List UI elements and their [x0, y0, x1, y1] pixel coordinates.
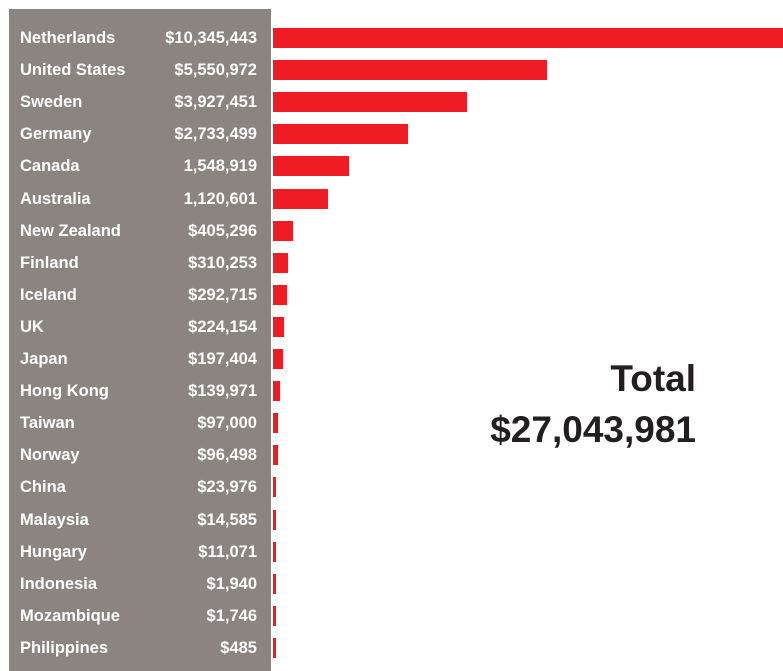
category-label: New Zealand [20, 221, 121, 240]
bar [273, 124, 408, 145]
category-label: UK [20, 317, 44, 336]
category-label: Philippines [20, 638, 109, 657]
value-label: $97,000 [197, 414, 257, 433]
value-label: $10,345,443 [165, 29, 257, 47]
category-label: China [20, 478, 66, 497]
category-label: Hungary [20, 542, 87, 561]
bar [273, 188, 329, 209]
value-label: $96,498 [197, 446, 257, 465]
bar [273, 605, 276, 626]
bar [273, 349, 283, 369]
value-label: $224,154 [188, 317, 257, 336]
value-label: $405,296 [188, 221, 257, 240]
value-label: $1,940 [206, 574, 257, 593]
value-label: $1,746 [206, 606, 257, 625]
value-label: $3,927,451 [174, 93, 257, 112]
bar [273, 477, 276, 498]
category-label: Finland [20, 253, 79, 272]
bar [273, 316, 285, 337]
value-label: $485 [220, 638, 257, 657]
category-label: Netherlands [20, 29, 116, 47]
category-label: Australia [20, 189, 91, 208]
bar [273, 156, 350, 177]
category-label: Mozambique [20, 606, 120, 625]
value-label: $139,971 [188, 382, 257, 401]
bar [273, 413, 278, 434]
bar [273, 573, 276, 594]
total-label: Total [610, 358, 696, 399]
value-label: $5,550,972 [174, 61, 257, 80]
value-label: $2,733,499 [174, 125, 257, 144]
total-value: $27,043,981 [490, 409, 696, 450]
value-label: $11,071 [198, 542, 257, 561]
bar [273, 381, 280, 402]
category-label: Sweden [20, 93, 83, 112]
value-label: $23,976 [197, 478, 257, 497]
category-label: Indonesia [20, 574, 98, 593]
bar [273, 509, 276, 530]
category-label: Germany [20, 125, 92, 144]
bar [273, 28, 783, 48]
bar [273, 284, 288, 305]
value-label: $292,715 [188, 285, 257, 304]
category-label: Malaysia [20, 510, 89, 529]
bar [273, 92, 467, 113]
category-label: Hong Kong [20, 382, 109, 401]
category-label: Japan [20, 350, 68, 368]
bar [273, 637, 276, 658]
bar [273, 445, 278, 466]
label-panel [9, 9, 271, 671]
category-label: Iceland [20, 285, 77, 304]
bar [273, 252, 289, 273]
category-label: United States [20, 61, 126, 80]
category-label: Norway [20, 446, 80, 465]
bar [273, 541, 276, 562]
bar [273, 60, 547, 81]
category-label: Canada [20, 157, 80, 176]
value-label: $197,404 [188, 350, 257, 368]
category-label: Taiwan [20, 414, 75, 433]
value-label: 1,120,601 [183, 189, 257, 208]
value-label: 1,548,919 [183, 157, 257, 176]
value-label: $310,253 [188, 253, 257, 272]
bar [273, 220, 293, 241]
value-label: $14,585 [197, 510, 257, 529]
